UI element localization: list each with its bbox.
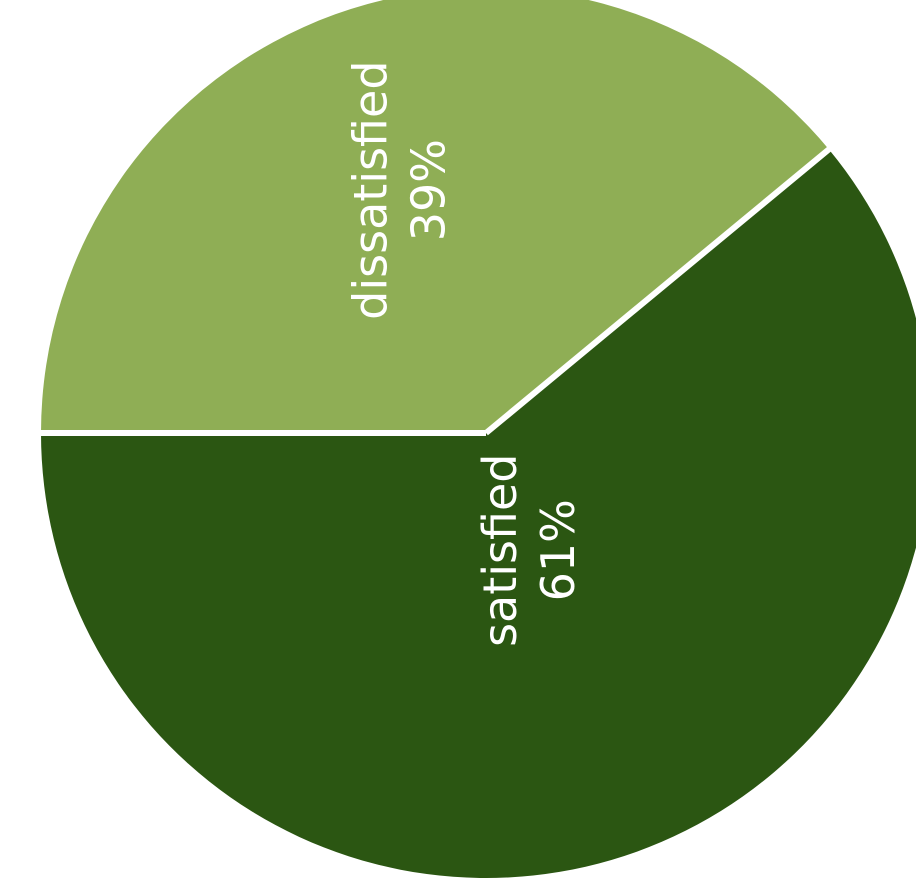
slice-label-dissatisfied: dissatisfied bbox=[344, 60, 398, 319]
slice-label-group-satisfied: satisfied 61% bbox=[473, 454, 585, 647]
slice-label-group-dissatisfied: dissatisfied 39% bbox=[344, 60, 456, 319]
slice-separator-2 bbox=[484, 144, 834, 436]
slice-value-satisfied: 61% bbox=[531, 499, 585, 601]
slice-label-satisfied: satisfied bbox=[473, 454, 527, 647]
pie-slice-dissatisfied bbox=[41, 0, 829, 433]
pie-slice-satisfied bbox=[41, 149, 916, 878]
slice-value-dissatisfied: 39% bbox=[402, 139, 456, 241]
